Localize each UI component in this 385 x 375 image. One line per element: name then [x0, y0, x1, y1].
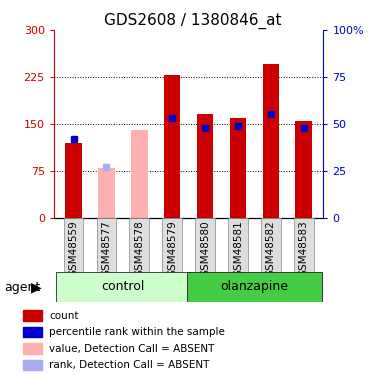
Text: GSM48579: GSM48579: [167, 220, 177, 277]
Bar: [230, 117, 246, 218]
Text: GSM48578: GSM48578: [134, 220, 144, 277]
Bar: [65, 142, 82, 218]
FancyBboxPatch shape: [228, 217, 248, 272]
FancyBboxPatch shape: [64, 217, 84, 272]
Bar: [23, 327, 42, 338]
FancyBboxPatch shape: [129, 217, 149, 272]
Text: rank, Detection Call = ABSENT: rank, Detection Call = ABSENT: [49, 360, 210, 370]
Text: GSM48583: GSM48583: [299, 220, 309, 277]
Text: control: control: [101, 280, 145, 293]
FancyBboxPatch shape: [97, 217, 116, 272]
Bar: [23, 343, 42, 354]
Bar: [197, 114, 213, 218]
Text: percentile rank within the sample: percentile rank within the sample: [49, 327, 225, 337]
Bar: [98, 168, 115, 217]
Text: GDS2608 / 1380846_at: GDS2608 / 1380846_at: [104, 13, 281, 29]
Bar: [23, 310, 42, 321]
Text: ▶: ▶: [31, 280, 42, 295]
Text: GSM48577: GSM48577: [102, 220, 112, 277]
FancyBboxPatch shape: [187, 272, 322, 302]
Bar: [263, 64, 279, 218]
Bar: [23, 360, 42, 370]
FancyBboxPatch shape: [55, 272, 190, 302]
Text: GSM48582: GSM48582: [266, 220, 276, 277]
Bar: [295, 121, 312, 218]
FancyBboxPatch shape: [195, 217, 215, 272]
Text: GSM48580: GSM48580: [200, 220, 210, 277]
FancyBboxPatch shape: [162, 217, 182, 272]
Text: GSM48581: GSM48581: [233, 220, 243, 277]
Bar: [131, 130, 147, 218]
Text: count: count: [49, 311, 79, 321]
Bar: [164, 75, 181, 217]
Text: value, Detection Call = ABSENT: value, Detection Call = ABSENT: [49, 344, 215, 354]
Text: olanzapine: olanzapine: [220, 280, 288, 293]
Text: GSM48559: GSM48559: [69, 220, 79, 277]
Text: agent: agent: [4, 281, 40, 294]
FancyBboxPatch shape: [261, 217, 281, 272]
FancyBboxPatch shape: [294, 217, 313, 272]
